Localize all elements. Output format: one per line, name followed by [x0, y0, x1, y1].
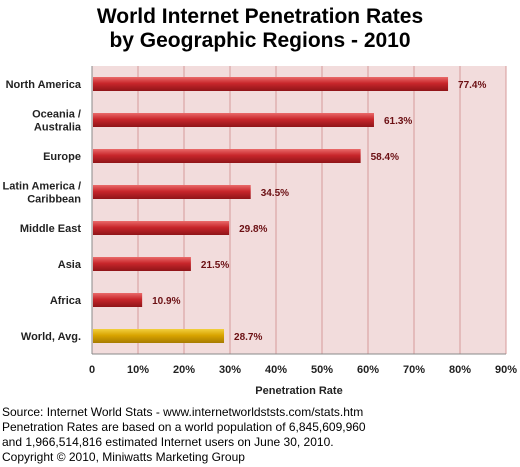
- value-label: 10.9%: [152, 296, 180, 307]
- x-tick-label: 0: [89, 364, 95, 376]
- x-tick-label: 30%: [219, 364, 241, 376]
- category-label: Oceania /: [32, 109, 81, 121]
- category-label: World, Avg.: [21, 331, 81, 343]
- x-tick-label: 90%: [495, 364, 517, 376]
- category-label: Africa: [50, 295, 82, 307]
- x-tick-label: 60%: [357, 364, 379, 376]
- bar: [93, 113, 374, 127]
- population-note-line: Penetration Rates are based on a world p…: [2, 420, 366, 434]
- x-tick-label: 40%: [265, 364, 287, 376]
- bar: [93, 185, 251, 199]
- x-tick-label: 80%: [449, 364, 471, 376]
- category-label: Asia: [58, 259, 82, 271]
- value-label: 61.3%: [384, 116, 412, 127]
- copyright-line: Copyright © 2010, Miniwatts Marketing Gr…: [2, 450, 245, 464]
- category-label: Australia: [34, 122, 82, 134]
- value-label: 21.5%: [201, 260, 229, 271]
- chart-title: World Internet Penetration Rates: [96, 5, 424, 28]
- x-tick-label: 10%: [127, 364, 149, 376]
- bar: [93, 149, 361, 163]
- bar: [93, 257, 191, 271]
- value-label: 29.8%: [239, 224, 267, 235]
- x-axis-title: Penetration Rate: [255, 385, 342, 397]
- bar: [93, 293, 143, 307]
- plot-area: [92, 66, 506, 354]
- x-tick-label: 70%: [403, 364, 425, 376]
- bar: [93, 77, 449, 91]
- source-notes: Source: Internet World Stats - www.inter…: [2, 405, 517, 465]
- x-tick-label: 50%: [311, 364, 333, 376]
- category-label: North America: [6, 79, 82, 91]
- x-tick-label: 20%: [173, 364, 195, 376]
- category-label: Europe: [43, 151, 81, 163]
- value-label: 28.7%: [234, 332, 262, 343]
- category-label: Latin America /: [3, 181, 81, 193]
- source-line: Source: Internet World Stats - www.inter…: [2, 405, 364, 419]
- value-label: 34.5%: [261, 188, 289, 199]
- category-label: Middle East: [20, 223, 81, 235]
- chart-subtitle: by Geographic Regions - 2010: [109, 29, 411, 52]
- users-note-line: and 1,966,514,816 estimated Internet use…: [2, 435, 334, 449]
- bar: [93, 221, 230, 235]
- value-label: 58.4%: [371, 152, 399, 163]
- bar-world-average: [93, 329, 225, 343]
- bar-chart: 0 10% 20% 30% 40% 50% 60% 70% 80% 90% Penetration …: [3, 66, 517, 397]
- value-label: 77.4%: [458, 80, 486, 91]
- category-label: Caribbean: [27, 194, 81, 206]
